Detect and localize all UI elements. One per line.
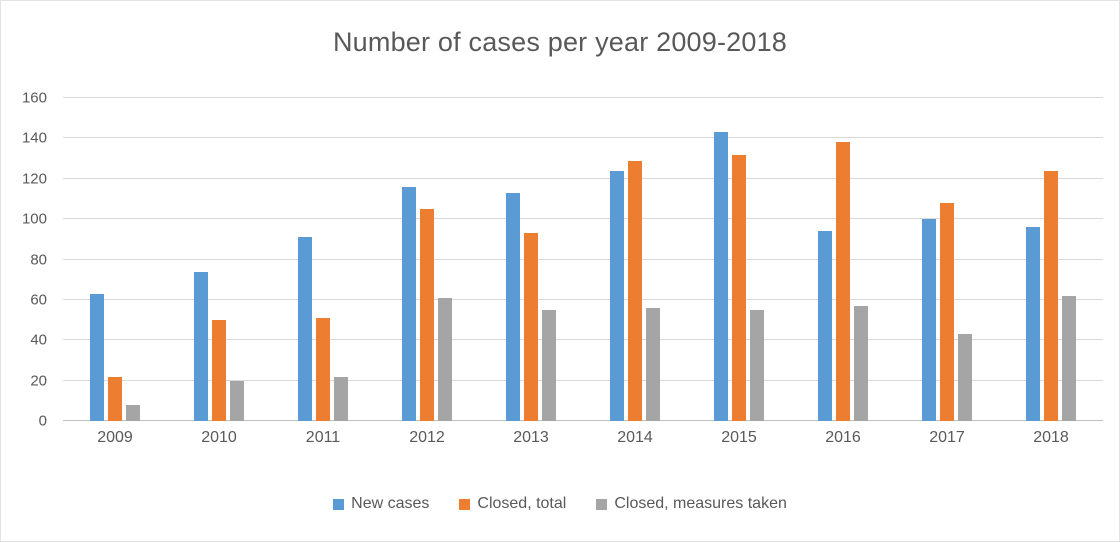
bar-group xyxy=(479,98,583,421)
y-tick-label: 20 xyxy=(30,372,47,390)
gridline xyxy=(63,97,1103,98)
bar-group xyxy=(167,98,271,421)
bar xyxy=(438,297,452,421)
y-tick-label: 0 xyxy=(38,412,47,430)
gridline xyxy=(63,420,1103,421)
x-tick-label: 2017 xyxy=(929,429,965,446)
bar-groups xyxy=(63,98,1103,421)
bar xyxy=(1044,170,1058,421)
bar xyxy=(732,154,746,421)
bar xyxy=(646,307,660,421)
bar xyxy=(750,309,764,421)
gridline xyxy=(63,137,1103,139)
legend-item: Closed, total xyxy=(459,495,566,513)
legend-item: New cases xyxy=(333,495,429,513)
bar xyxy=(212,320,226,421)
legend-swatch-icon xyxy=(596,498,608,510)
bar xyxy=(108,376,122,421)
gridline xyxy=(63,258,1103,260)
plot-area xyxy=(63,97,1103,421)
bar xyxy=(420,209,434,421)
bar xyxy=(126,404,140,421)
x-tick-label: 2013 xyxy=(513,429,549,446)
bar xyxy=(402,186,416,421)
x-tick-label: 2012 xyxy=(409,429,445,446)
bar xyxy=(334,376,348,421)
bar xyxy=(90,293,104,421)
x-tick-label: 2016 xyxy=(825,429,861,446)
bar-group xyxy=(791,98,895,421)
legend-label: Closed, measures taken xyxy=(614,495,787,512)
x-tick-label: 2009 xyxy=(97,429,133,446)
bar xyxy=(542,309,556,421)
y-tick-label: 100 xyxy=(21,210,47,228)
bar xyxy=(1062,295,1076,421)
y-tick-label: 40 xyxy=(30,331,47,349)
x-tick-label: 2010 xyxy=(201,429,237,446)
y-tick-label: 60 xyxy=(30,291,47,309)
legend-label: New cases xyxy=(351,495,430,512)
bar-group xyxy=(895,98,999,421)
bar xyxy=(1026,227,1040,421)
bar-group xyxy=(63,98,167,421)
gridline xyxy=(63,339,1103,341)
bar xyxy=(524,233,538,421)
gridlines xyxy=(63,97,1103,421)
bar xyxy=(610,170,624,421)
bar xyxy=(714,132,728,421)
x-tick-label: 2015 xyxy=(721,429,757,446)
y-tick-label: 160 xyxy=(21,89,47,107)
bar-group xyxy=(271,98,375,421)
bar xyxy=(230,380,244,421)
x-tick-label: 2014 xyxy=(617,429,653,446)
bar xyxy=(940,202,954,421)
y-axis: 0 20 40 60 80 100 120 140 160 xyxy=(1,91,53,429)
bar-group xyxy=(583,98,687,421)
legend-swatch-icon xyxy=(333,498,345,510)
bar xyxy=(958,334,972,421)
x-tick-label: 2018 xyxy=(1033,429,1069,446)
x-axis: 2009 2010 2011 2012 2013 2014 2015 2016 2017 2018 xyxy=(63,429,1103,447)
bar xyxy=(298,237,312,421)
legend-item: Closed, measures taken xyxy=(596,495,787,513)
bar xyxy=(922,219,936,421)
bar xyxy=(194,271,208,421)
legend-swatch-icon xyxy=(459,498,471,510)
bar-group xyxy=(687,98,791,421)
bar xyxy=(836,142,850,421)
bar xyxy=(628,160,642,421)
legend: New cases Closed, total Closed, measures t… xyxy=(1,495,1119,513)
bar xyxy=(854,305,868,421)
bar-group xyxy=(375,98,479,421)
chart-title: Number of cases per year 2009-2018 xyxy=(332,27,788,57)
gridline xyxy=(63,218,1103,220)
legend-label: Closed, total xyxy=(477,495,567,512)
bar xyxy=(316,318,330,421)
bar xyxy=(506,192,520,421)
bar-group xyxy=(999,98,1103,421)
y-tick-label: 120 xyxy=(21,170,47,188)
y-tick-label: 80 xyxy=(30,251,47,268)
y-tick-label: 140 xyxy=(21,129,47,147)
gridline xyxy=(63,177,1103,179)
gridline xyxy=(63,298,1103,300)
x-tick-label: 2011 xyxy=(305,429,341,446)
bar xyxy=(818,231,832,421)
gridline xyxy=(63,379,1103,381)
